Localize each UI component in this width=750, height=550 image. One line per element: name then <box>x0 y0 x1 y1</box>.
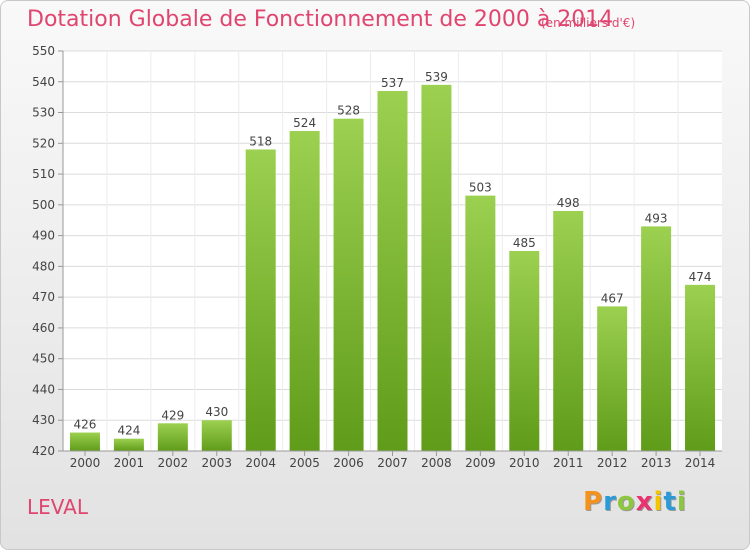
y-tick-label: 490 <box>32 229 55 243</box>
bar <box>245 149 276 451</box>
y-tick-label: 530 <box>32 106 55 120</box>
x-tick-label: 2008 <box>421 456 452 470</box>
y-tick-label: 510 <box>32 167 55 181</box>
y-tick-label: 460 <box>32 321 55 335</box>
x-tick-label: 2009 <box>465 456 496 470</box>
bar <box>377 91 408 451</box>
logo-letter: i <box>653 487 664 517</box>
y-tick-label: 420 <box>32 444 55 458</box>
logo-letter: r <box>603 487 617 517</box>
bar <box>465 195 496 451</box>
proxiti-logo: Proxiti <box>583 487 687 517</box>
y-tick-label: 480 <box>32 259 55 273</box>
data-label: 498 <box>557 196 580 210</box>
bar <box>201 420 232 451</box>
chart-subtitle: (en milliers d'€) <box>541 16 636 30</box>
data-label: 467 <box>601 291 624 305</box>
bar <box>685 284 716 451</box>
x-tick-label: 2002 <box>158 456 189 470</box>
y-tick-label: 550 <box>32 44 55 58</box>
logo-letter: o <box>616 487 636 517</box>
x-tick-label: 2013 <box>641 456 672 470</box>
logo-letter: t <box>663 487 677 517</box>
logo-letter: i <box>676 487 687 517</box>
x-tick-label: 2006 <box>333 456 364 470</box>
x-tick-label: 2001 <box>114 456 145 470</box>
x-tick-label: 2003 <box>201 456 232 470</box>
x-tick-label: 2005 <box>289 456 320 470</box>
data-label: 474 <box>689 270 712 284</box>
y-tick-label: 430 <box>32 413 55 427</box>
bar <box>157 423 188 451</box>
x-tick-label: 2007 <box>377 456 408 470</box>
data-label: 430 <box>205 405 228 419</box>
bar <box>289 131 320 451</box>
data-label: 528 <box>337 104 360 118</box>
chart-title: Dotation Globale de Fonctionnement de 20… <box>27 7 614 32</box>
y-tick-label: 520 <box>32 136 55 150</box>
logo-letter: P <box>583 487 604 517</box>
data-label: 537 <box>381 76 404 90</box>
x-tick-label: 2000 <box>70 456 101 470</box>
x-tick-label: 2004 <box>245 456 276 470</box>
logo-letter: x <box>635 487 654 517</box>
bar <box>421 84 452 451</box>
x-tick-label: 2011 <box>553 456 584 470</box>
x-tick-label: 2010 <box>509 456 540 470</box>
data-label: 429 <box>161 408 184 422</box>
y-tick-label: 440 <box>32 382 55 396</box>
bar <box>509 251 540 451</box>
bar <box>113 438 144 451</box>
data-label: 424 <box>117 424 140 438</box>
bar <box>597 306 628 451</box>
x-tick-label: 2014 <box>685 456 716 470</box>
data-label: 485 <box>513 236 536 250</box>
x-tick-label: 2012 <box>597 456 628 470</box>
data-label: 539 <box>425 70 448 84</box>
bar <box>333 118 364 451</box>
data-label: 503 <box>469 181 492 195</box>
y-tick-label: 500 <box>32 198 55 212</box>
y-tick-label: 450 <box>32 352 55 366</box>
data-label: 524 <box>293 116 316 130</box>
y-tick-label: 540 <box>32 75 55 89</box>
bar <box>69 432 100 451</box>
bar <box>641 226 672 451</box>
data-label: 426 <box>74 418 97 432</box>
data-label: 518 <box>249 134 272 148</box>
y-tick-label: 470 <box>32 290 55 304</box>
commune-name: LEVAL <box>27 495 89 519</box>
bar <box>553 211 584 451</box>
data-label: 493 <box>645 211 668 225</box>
